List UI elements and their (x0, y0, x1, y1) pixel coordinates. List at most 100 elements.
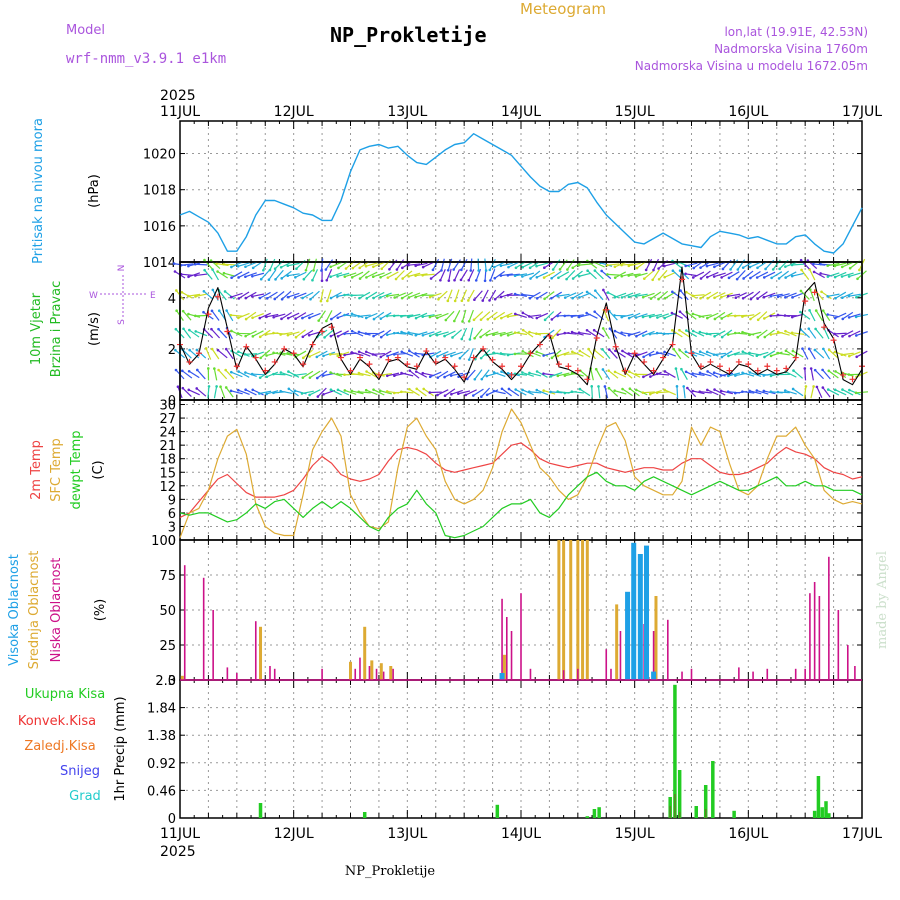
wind-arrow (707, 389, 719, 396)
wind-arrow-head (684, 264, 687, 268)
wind-arrow (749, 390, 762, 395)
wind-arrow (326, 269, 333, 281)
wind-gust-marker (290, 350, 297, 357)
wind-arrow-head (713, 334, 716, 338)
wind-arrow (643, 292, 655, 298)
wind-arrow (706, 351, 719, 357)
wind-arrow (823, 327, 830, 340)
wind-arrow (529, 372, 542, 377)
cloud-bar (828, 556, 830, 680)
wind-arrow-head (734, 374, 737, 377)
wind-arrow-head (464, 393, 468, 397)
wind-arrow-head (224, 386, 228, 389)
wind-arrow-head (268, 268, 272, 272)
wind-arrow-head (691, 276, 695, 279)
wind-arrow-head (656, 316, 659, 319)
precip-bar (704, 809, 707, 818)
precip-bar (732, 810, 736, 818)
wind-arrow-head (791, 296, 794, 299)
wind-arrow-head (286, 316, 290, 320)
wind-arrow-head (194, 274, 197, 277)
wind-arrow (213, 386, 218, 399)
wind-arrow (302, 329, 314, 338)
wind-arrow-head (628, 387, 632, 391)
wind-arrow (501, 312, 513, 319)
wind-arrow (673, 348, 682, 360)
wind-arrow-head (174, 368, 178, 372)
wind-arrow-head (309, 297, 312, 301)
wind-gust-marker (536, 341, 543, 348)
wind-gust-marker (224, 328, 231, 335)
wind-arrow-head (804, 385, 808, 388)
wind-arrow (195, 263, 208, 266)
cloud-bar (652, 631, 655, 680)
wind-arrow-head (698, 390, 702, 393)
wind-arrow-head (443, 394, 447, 398)
wind-gust-marker (802, 298, 809, 305)
wind-arrow-head (211, 288, 215, 292)
y-tick-label: 4 (168, 292, 176, 307)
wind-arrow (474, 328, 483, 339)
wind-arrow-head (635, 266, 639, 270)
wind-arrow-head (467, 319, 471, 323)
wind-arrow-head (217, 327, 220, 331)
wind-axis-label-2: Brzina i Pravac (49, 281, 64, 378)
wind-arrow-head (344, 267, 348, 270)
y-tick-label: 0 (168, 394, 176, 409)
wind-arrow (394, 332, 407, 335)
wind-gust-marker (394, 354, 401, 361)
wind-arrow (380, 292, 392, 298)
wind-arrow-head (601, 348, 604, 351)
wind-arrow-head (726, 333, 730, 336)
wind-arrow-head (854, 391, 858, 395)
day-label-bottom: 14JUL (501, 826, 541, 842)
wind-arrow-head (551, 268, 555, 271)
wind-arrow-head (379, 335, 383, 339)
wind-arrow-head (648, 353, 652, 357)
wind-arrow-head (371, 275, 375, 278)
wind-arrow (607, 263, 620, 266)
wind-arrow-head (453, 278, 456, 282)
wind-arrow-head (507, 265, 510, 269)
wind-arrow (809, 310, 816, 322)
wind-arrow (657, 373, 670, 376)
wind-arrow (366, 389, 378, 396)
wind-arrow (489, 289, 497, 301)
wind-arrow-head (691, 372, 694, 375)
wind-arrow (543, 271, 556, 279)
wind-arrow-head (480, 395, 483, 398)
wind-gust-marker (385, 356, 392, 363)
wind-gust-marker (423, 348, 430, 355)
wind-arrow-head (771, 268, 775, 271)
wind-arrow (245, 330, 257, 337)
wind-arrow-head (848, 334, 851, 338)
wind-arrow-head (473, 298, 476, 302)
wind-arrow (473, 290, 483, 301)
wind-gust-marker (574, 367, 581, 374)
wind-arrow-head (841, 317, 845, 321)
wind-gust-marker (499, 363, 506, 370)
wind-arrow-head (336, 335, 340, 338)
wind-arrow-head (729, 268, 732, 271)
wind-arrow-head (556, 390, 559, 393)
wind-arrow-head (293, 296, 297, 299)
wind-arrow-head (392, 331, 396, 335)
wind-arrow (714, 389, 726, 396)
wind-arrow (785, 292, 797, 298)
wind-arrow-head (833, 316, 837, 320)
wind-arrow-head (513, 292, 517, 296)
wind-arrow-head (663, 275, 666, 279)
wind-arrow-head (364, 316, 368, 320)
wind-arrow-head (350, 276, 354, 279)
wind-arrow (578, 332, 591, 336)
wind-arrow (494, 290, 505, 300)
wind-arrow-head (663, 297, 667, 300)
cloud-bar (576, 540, 580, 680)
wind-arrow-head (294, 275, 297, 279)
pressure-frame (179, 120, 863, 263)
wind-arrow (330, 261, 343, 268)
wind-arrow (714, 261, 726, 268)
cloud-bar (562, 540, 566, 680)
wind-arrow-head (841, 296, 844, 300)
wind-arrow-head (606, 291, 610, 294)
